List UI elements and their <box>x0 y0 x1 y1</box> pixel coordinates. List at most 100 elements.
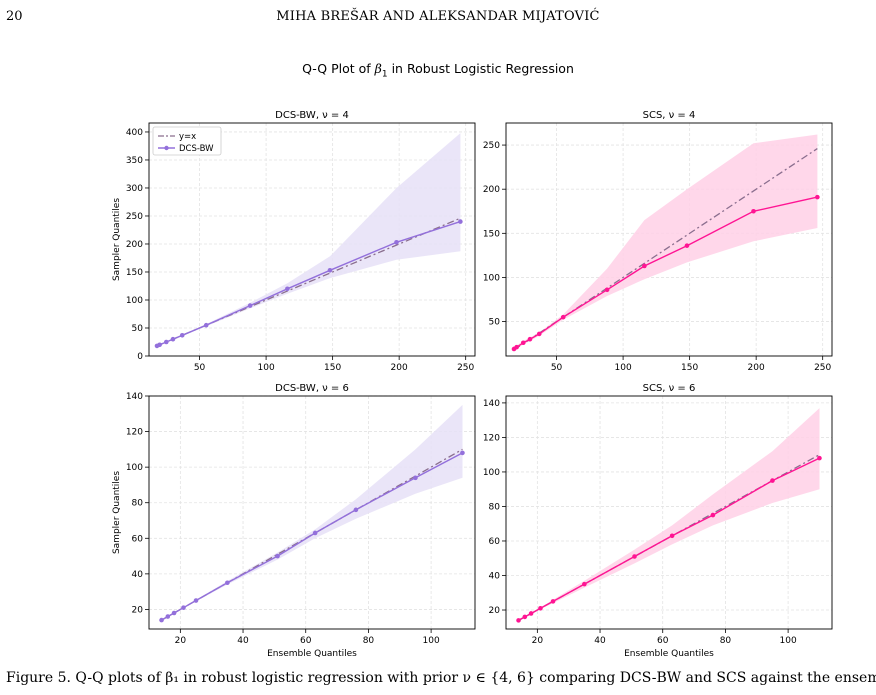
data-point <box>817 455 822 461</box>
x-tick-label: 150 <box>324 363 341 373</box>
data-point <box>203 322 209 328</box>
y-tick-label: 20 <box>489 606 501 616</box>
data-point <box>669 533 675 539</box>
panel-1: 50 100 150 200 250 0 50 100 150 200 250 300 350 400 DC… <box>112 110 476 373</box>
reference-line-yx <box>161 448 463 621</box>
data-point <box>460 450 465 456</box>
data-point <box>520 340 526 346</box>
x-tick-label: 20 <box>175 636 187 646</box>
figure-suptitle: Q-Q Plot of β1 in Robust Logistic Regres… <box>0 61 876 80</box>
data-point <box>527 336 533 342</box>
axes-frame <box>505 395 833 630</box>
x-tick-label: 100 <box>780 636 797 646</box>
x-tick-label: 150 <box>681 363 698 373</box>
x-tick-label: 80 <box>720 636 732 646</box>
x-tick-label: 250 <box>814 363 831 373</box>
y-tick-label: 80 <box>132 499 144 509</box>
y-tick-label: 120 <box>126 428 143 438</box>
suptitle-prefix: Q-Q Plot of <box>302 61 375 76</box>
y-tick-label: 140 <box>126 392 143 402</box>
axes-frame <box>505 122 833 357</box>
y-tick-label: 120 <box>483 433 500 443</box>
x-tick-label: 60 <box>300 636 312 646</box>
plot-area <box>149 396 475 629</box>
x-tick-label: 50 <box>194 363 206 373</box>
data-point <box>458 219 463 224</box>
x-tick-label: 40 <box>594 636 606 646</box>
y-tick-label: 50 <box>489 318 501 328</box>
y-axis-label: Sampler Quantiles <box>112 198 122 281</box>
data-point <box>165 614 171 619</box>
data-point <box>538 605 543 611</box>
legend: y=x DCS-BW <box>152 126 222 156</box>
data-point <box>179 332 185 338</box>
plot-area <box>506 396 832 629</box>
y-tick-label: 100 <box>126 296 143 306</box>
data-point <box>815 194 820 200</box>
suptitle-symbol: β <box>374 61 382 76</box>
y-axis-label: Sampler Quantiles <box>112 471 122 554</box>
data-point <box>327 268 333 273</box>
y-tick-label: 150 <box>483 229 500 239</box>
page-number: 20 <box>6 9 23 24</box>
data-point <box>413 475 418 481</box>
data-point <box>642 263 647 269</box>
figure-caption: Figure 5. Q-Q plots of β₁ in robust logi… <box>6 670 876 686</box>
reference-line-yx <box>156 217 461 347</box>
y-tick-label: 100 <box>483 273 500 283</box>
data-point <box>536 331 542 337</box>
data-point <box>159 617 164 623</box>
y-tick-label: 100 <box>483 468 500 478</box>
data-point <box>710 512 716 518</box>
data-point <box>516 618 521 623</box>
data-point <box>171 610 177 616</box>
panel-title: SCS, ν = 6 <box>643 383 696 394</box>
panel-2: 50 100 150 200 250 50 100 150 200 250 SCS, ν = 4 <box>483 110 833 373</box>
y-tick-label: 100 <box>126 463 143 473</box>
credible-band <box>514 134 818 351</box>
x-tick-label: 50 <box>551 363 563 373</box>
x-tick-label: 250 <box>457 363 474 373</box>
x-tick-label: 200 <box>748 363 765 373</box>
legend-marker-dcs <box>164 145 169 151</box>
panel-3: 20 40 60 80 100 20 40 60 80 100 120 140 DCS-BW, ν = … <box>112 383 476 659</box>
x-tick-label: 100 <box>258 363 275 373</box>
axes-frame <box>148 122 476 357</box>
data-point <box>163 339 169 345</box>
data-point <box>170 336 176 342</box>
suptitle-subscript: 1 <box>381 69 388 80</box>
panel-4: 20 40 60 80 100 20 40 60 80 100 120 140 SCS, ν = 6 En… <box>483 383 833 659</box>
data-point <box>285 286 290 292</box>
x-tick-label: 200 <box>391 363 408 373</box>
y-tick-label: 50 <box>132 324 144 334</box>
data-point <box>353 507 359 513</box>
y-tick-label: 150 <box>126 268 143 278</box>
x-axis-label: Ensemble Quantiles <box>267 649 357 659</box>
panel-title: DCS-BW, ν = 6 <box>275 383 349 394</box>
data-point <box>522 614 528 620</box>
legend-label-dcs: DCS-BW <box>179 144 214 154</box>
y-tick-label: 80 <box>489 502 501 512</box>
data-point <box>604 287 610 293</box>
data-point <box>582 581 587 587</box>
data-point <box>157 342 162 348</box>
axes-frame <box>148 395 476 630</box>
x-tick-label: 60 <box>657 636 669 646</box>
data-point <box>514 344 519 350</box>
data-point <box>632 554 637 559</box>
panel-title: DCS-BW, ν = 4 <box>275 110 349 121</box>
x-tick-label: 20 <box>532 636 544 646</box>
data-point <box>225 580 230 586</box>
x-tick-label: 100 <box>615 363 632 373</box>
y-tick-label: 300 <box>126 184 143 194</box>
x-tick-label: 40 <box>237 636 249 646</box>
y-tick-label: 250 <box>126 212 143 222</box>
data-point <box>181 605 186 610</box>
y-tick-label: 250 <box>483 141 500 151</box>
data-point <box>312 530 318 536</box>
data-point <box>247 303 253 308</box>
legend-label-yx: y=x <box>179 132 196 142</box>
data-point <box>751 208 756 214</box>
y-tick-label: 0 <box>137 352 143 362</box>
suptitle-suffix: in Robust Logistic Regression <box>387 61 574 76</box>
